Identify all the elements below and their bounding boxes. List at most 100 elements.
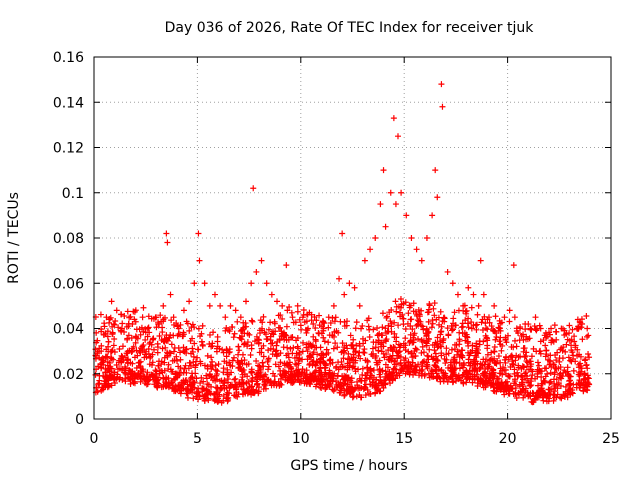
data-point-cloud <box>525 366 532 373</box>
data-point-cloud <box>273 342 280 349</box>
data-point-cloud <box>145 377 152 384</box>
data-point-cloud <box>286 375 293 382</box>
data-point-cloud <box>290 344 297 351</box>
data-point-cloud <box>165 361 172 368</box>
data-point-cloud <box>255 384 262 391</box>
data-point-cloud <box>280 344 287 351</box>
data-point-cloud <box>502 386 509 393</box>
data-point-cloud <box>438 343 445 350</box>
data-point-cloud <box>508 343 515 350</box>
data-point-cloud <box>423 359 430 366</box>
data-point-cloud <box>253 357 260 364</box>
data-point-cloud <box>126 314 133 321</box>
data-point <box>310 320 317 327</box>
data-point-cloud <box>426 346 433 353</box>
data-point-cloud <box>244 339 251 346</box>
data-point-cloud <box>331 318 338 325</box>
data-point-cloud <box>548 363 555 370</box>
data-point-cloud <box>278 381 285 388</box>
data-point-cloud <box>501 391 508 398</box>
data-point-cloud <box>409 326 416 333</box>
data-point-cloud <box>391 365 398 372</box>
data-point <box>232 307 239 314</box>
data-point <box>339 230 346 237</box>
data-point-cloud <box>94 337 101 344</box>
data-point-cloud <box>236 347 243 354</box>
data-point-cloud <box>238 376 245 383</box>
data-point-cloud <box>538 385 545 392</box>
data-point-cloud <box>382 381 389 388</box>
data-point-cloud <box>177 349 184 356</box>
data-point-cloud <box>242 323 249 330</box>
data-point-cloud <box>320 358 327 365</box>
data-point <box>217 302 224 309</box>
data-point <box>253 268 260 275</box>
data-point-cloud <box>247 351 254 358</box>
data-point-cloud <box>294 343 301 350</box>
data-point-cloud <box>430 305 437 312</box>
data-point-cloud <box>356 349 363 356</box>
data-point <box>320 325 327 332</box>
data-point-cloud <box>264 358 271 365</box>
data-point-cloud <box>163 374 170 381</box>
data-point-cloud <box>277 350 284 357</box>
data-point-cloud <box>312 338 319 345</box>
data-point-cloud <box>431 347 438 354</box>
data-point-cloud <box>248 317 255 324</box>
data-point-cloud <box>337 387 344 394</box>
data-point-cloud <box>387 344 394 351</box>
data-point-cloud <box>580 382 587 389</box>
data-point-cloud <box>380 377 387 384</box>
data-point-cloud <box>101 323 108 330</box>
data-point-cloud <box>334 344 341 351</box>
data-point-cloud <box>408 316 415 323</box>
data-point-cloud <box>362 381 369 388</box>
data-point-cloud <box>277 359 284 366</box>
data-point-cloud <box>447 359 454 366</box>
data-point-cloud <box>210 329 217 336</box>
data-point-cloud <box>522 388 529 395</box>
data-point-cloud <box>133 365 140 372</box>
data-point-cloud <box>260 313 267 320</box>
data-point-cloud <box>189 321 196 328</box>
data-point-cloud <box>386 356 393 363</box>
data-point-cloud <box>229 357 236 364</box>
data-point-cloud <box>332 340 339 347</box>
data-point-cloud <box>102 382 109 389</box>
data-point-cloud <box>265 326 272 333</box>
data-point-cloud <box>369 378 376 385</box>
data-point-cloud <box>503 339 510 346</box>
data-point-cloud <box>585 332 592 339</box>
data-point-cloud <box>293 361 300 368</box>
data-point-cloud <box>473 340 480 347</box>
data-point-cloud <box>203 375 210 382</box>
data-point-cloud <box>239 374 246 381</box>
data-point-cloud <box>190 395 197 402</box>
data-point-cloud <box>523 336 530 343</box>
data-point <box>250 185 257 192</box>
data-point-cloud <box>221 377 228 384</box>
data-point <box>227 302 234 309</box>
data-point-cloud <box>450 315 457 322</box>
data-point-cloud <box>490 327 497 334</box>
data-point-cloud <box>448 368 455 375</box>
data-point-cloud <box>574 316 581 323</box>
data-point-cloud <box>400 300 407 307</box>
data-point-cloud <box>232 393 239 400</box>
data-point-cloud <box>438 352 445 359</box>
data-point-cloud <box>191 324 198 331</box>
data-point-cloud <box>529 368 536 375</box>
data-point-cloud <box>442 370 449 377</box>
data-point-cloud <box>335 359 342 366</box>
data-point-cloud <box>432 339 439 346</box>
data-point-cloud <box>347 332 354 339</box>
data-point <box>553 336 560 343</box>
data-point-cloud <box>189 370 196 377</box>
data-point <box>532 314 539 321</box>
data-point-cloud <box>167 350 174 357</box>
data-point <box>103 314 110 321</box>
data-point-cloud <box>545 386 552 393</box>
data-point-cloud <box>132 307 139 314</box>
data-point-cloud <box>291 371 298 378</box>
data-point-cloud <box>277 367 284 374</box>
